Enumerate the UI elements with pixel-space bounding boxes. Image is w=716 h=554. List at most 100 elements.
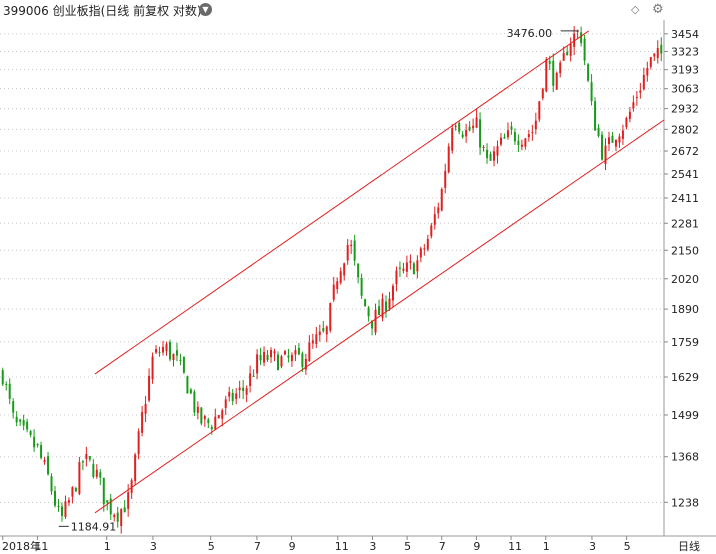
- x-tick-label: 11: [34, 540, 48, 553]
- x-tick-label: 5: [624, 540, 631, 553]
- candle-up: [391, 285, 394, 301]
- candle-up: [339, 271, 342, 283]
- annotations: 1184.91 3476.00: [58, 27, 579, 533]
- candle-down: [26, 421, 29, 430]
- candle-down: [109, 498, 112, 515]
- candle-up: [402, 268, 405, 271]
- y-tick-label: 3063: [671, 83, 699, 96]
- candle-up: [416, 260, 419, 272]
- candle-up: [346, 245, 349, 261]
- candle-up: [444, 170, 447, 188]
- candle-down: [461, 134, 464, 138]
- candle-up: [440, 189, 443, 211]
- candle-down: [301, 353, 304, 368]
- channel-line-upper: [94, 30, 589, 375]
- candle-down: [54, 491, 57, 506]
- candle-down: [29, 431, 32, 435]
- y-tick-label: 2281: [671, 217, 699, 230]
- candle-up: [433, 214, 436, 225]
- candle-down: [259, 354, 262, 361]
- candle-up: [496, 146, 499, 156]
- candle-up: [618, 136, 621, 143]
- x-tick-label: 7: [439, 540, 446, 553]
- x-tick-label: 1: [104, 540, 111, 553]
- candle-up: [120, 509, 123, 526]
- candle-up: [465, 129, 468, 137]
- candle-down: [182, 356, 185, 373]
- candle-up: [447, 146, 450, 173]
- candle-up: [162, 346, 165, 353]
- diamond-icon[interactable]: ◇: [631, 3, 640, 16]
- y-tick-label: 1368: [671, 451, 699, 464]
- candle-up: [405, 262, 408, 272]
- candle-up: [604, 145, 607, 165]
- candle-up: [395, 270, 398, 285]
- candle-down: [106, 500, 109, 503]
- candle-up: [95, 469, 98, 477]
- candle-down: [242, 387, 245, 391]
- candle-down: [601, 134, 604, 160]
- x-tick-label: 9: [289, 540, 296, 553]
- candle-up: [148, 375, 151, 401]
- candle-up: [325, 326, 328, 335]
- candle-up: [294, 350, 297, 355]
- candle-up: [71, 487, 74, 497]
- candle-up: [43, 460, 46, 462]
- candle-up: [283, 351, 286, 355]
- candle-up: [423, 248, 426, 250]
- candle-up: [409, 260, 412, 263]
- candle-down: [489, 154, 492, 161]
- candle-up: [569, 43, 572, 56]
- y-tick-label: 2020: [671, 273, 699, 286]
- candle-up: [451, 128, 454, 151]
- chart-header: 399006 创业板指(日线 前复权 对数) ▼ ◇ ⚙: [0, 0, 716, 20]
- y-tick-label: 2932: [671, 103, 699, 116]
- candle-up: [155, 349, 158, 353]
- y-tick-label: 2411: [671, 192, 699, 205]
- candle-down: [33, 436, 36, 448]
- y-tick-label: 3323: [671, 45, 699, 58]
- candle-up: [249, 373, 252, 387]
- candle-up: [531, 132, 534, 134]
- candle-up: [506, 130, 509, 138]
- candle-up: [67, 500, 70, 503]
- candle-up: [614, 139, 617, 147]
- x-tick-label: 7: [254, 540, 261, 553]
- candle-down: [357, 263, 360, 278]
- candle-up: [64, 501, 67, 517]
- grid-lines: [0, 33, 664, 503]
- x-tick-label: 3: [150, 540, 157, 553]
- candle-up: [538, 101, 541, 120]
- chevron-down-icon[interactable]: ▼: [199, 3, 212, 16]
- x-tick-label: 1: [543, 540, 550, 553]
- candle-down: [207, 419, 210, 424]
- candle-up: [221, 410, 224, 419]
- x-tick-label: 2018年: [2, 539, 41, 553]
- candle-down: [12, 401, 15, 413]
- candle-down: [322, 327, 325, 332]
- candle-down: [5, 384, 8, 386]
- candle-down: [590, 82, 593, 102]
- gear-icon[interactable]: ⚙: [652, 2, 664, 17]
- chart-title: 399006 创业板指(日线 前复权 对数): [3, 4, 202, 18]
- y-axis: 1238 1368 1499 1629 1759 1890 2020 2150 2281 2411…: [664, 28, 699, 509]
- candle-down: [92, 464, 95, 477]
- candle-up: [304, 358, 307, 370]
- candle-down: [19, 419, 22, 422]
- candle-down: [200, 407, 203, 424]
- candle-up: [85, 454, 88, 459]
- candlesticks: [1, 26, 663, 534]
- candle-down: [22, 419, 25, 426]
- candle-down: [57, 506, 60, 508]
- x-tick-label: 3: [589, 540, 596, 553]
- candle-down: [179, 359, 182, 361]
- candle-up: [493, 151, 496, 161]
- x-tick-label: 5: [404, 540, 411, 553]
- x-tick-label: 11: [335, 540, 349, 553]
- candle-up: [336, 281, 339, 290]
- candle-down: [360, 277, 363, 296]
- candle-up: [214, 416, 217, 430]
- candle-up: [482, 146, 485, 148]
- candle-up: [562, 52, 565, 61]
- high-label: 3476.00: [507, 27, 552, 40]
